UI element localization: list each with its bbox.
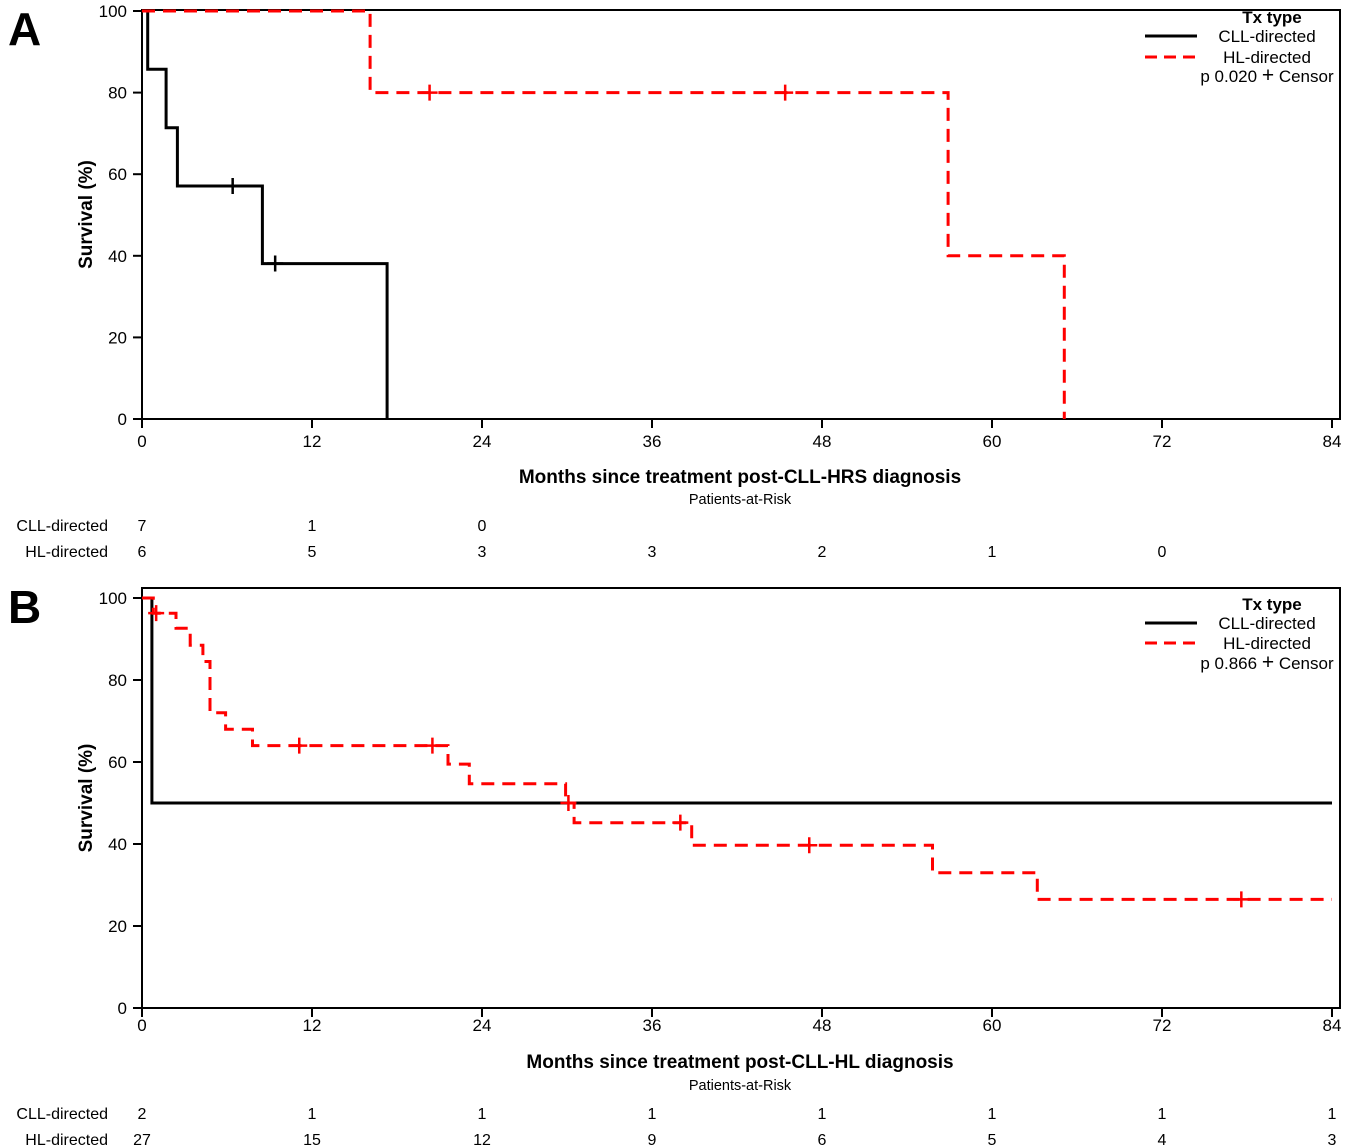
risk-count: 1 (1158, 1106, 1167, 1123)
y-tick-label: 40 (108, 835, 127, 854)
censor-mark-hl-directed (148, 605, 165, 622)
risk-count: 2 (138, 1106, 147, 1123)
legend-entry-label: HL-directed (1223, 634, 1311, 653)
risk-count: 9 (648, 1132, 657, 1146)
censor-mark-cll-directed (224, 178, 241, 195)
y-axis-title: Survival (%) (76, 744, 97, 853)
x-tick-label: 12 (303, 432, 322, 451)
x-tick-label: 72 (1153, 432, 1172, 451)
risk-count: 1 (818, 1106, 827, 1123)
survival-curve-hl-directed (142, 9, 1066, 419)
x-tick-label: 48 (813, 1016, 832, 1035)
x-tick-label: 0 (137, 1016, 146, 1035)
x-tick-label: 60 (983, 432, 1002, 451)
risk-count: 7 (138, 518, 147, 535)
risk-count: 4 (1158, 1132, 1167, 1146)
risk-count: 27 (133, 1132, 151, 1146)
risk-count: 12 (473, 1132, 491, 1146)
risk-count: 1 (308, 518, 317, 535)
y-tick-label: 20 (108, 328, 127, 347)
risk-row-label: CLL-directed (16, 518, 108, 535)
risk-row-label: HL-directed (25, 544, 108, 561)
legend-entry-label: HL-directed (1223, 48, 1311, 67)
y-axis-title: Survival (%) (76, 160, 97, 269)
risk-count: 3 (478, 544, 487, 561)
risk-count: 3 (648, 544, 657, 561)
panel-b-label: B (8, 581, 42, 633)
patients-at-risk-title: Patients-at-Risk (689, 492, 792, 508)
legend-p-censor: p 0.866 + Censor (1200, 651, 1334, 674)
survival-curve-cll-directed (142, 9, 389, 419)
censor-mark-hl-directed (777, 84, 794, 101)
x-tick-label: 72 (1153, 1016, 1172, 1035)
risk-count: 1 (478, 1106, 487, 1123)
x-tick-label: 24 (473, 1016, 492, 1035)
legend-entry-label: CLL-directed (1218, 614, 1315, 633)
risk-count: 0 (1158, 544, 1167, 561)
x-axis-title: Months since treatment post-CLL-HRS diag… (519, 467, 961, 488)
x-tick-label: 12 (303, 1016, 322, 1035)
risk-count: 1 (308, 1106, 317, 1123)
x-tick-label: 48 (813, 432, 832, 451)
patients-at-risk-title: Patients-at-Risk (689, 1078, 792, 1094)
panel-a-label: A (8, 3, 42, 55)
legend-p-censor: p 0.020 + Censor (1200, 64, 1334, 87)
y-tick-label: 0 (118, 410, 127, 429)
risk-count: 3 (1328, 1132, 1337, 1146)
censor-mark-hl-directed (421, 84, 438, 101)
censor-mark-cll-directed (267, 255, 284, 272)
x-tick-label: 84 (1323, 1016, 1342, 1035)
risk-row-label: HL-directed (25, 1132, 108, 1146)
y-tick-label: 100 (99, 589, 127, 608)
censor-mark-hl-directed (560, 795, 577, 811)
censor-mark-hl-directed (291, 737, 308, 754)
risk-count: 2 (818, 544, 827, 561)
survival-curve-cll-directed (142, 596, 1332, 805)
risk-count: 6 (818, 1132, 827, 1146)
x-tick-label: 36 (643, 1016, 662, 1035)
legend-title: Tx type (1242, 8, 1302, 27)
plot-frame (141, 9, 1341, 420)
y-tick-label: 0 (118, 999, 127, 1018)
risk-row-label: CLL-directed (16, 1106, 108, 1123)
risk-count: 15 (303, 1132, 321, 1146)
risk-count: 1 (988, 1106, 997, 1123)
y-tick-label: 80 (108, 671, 127, 690)
x-tick-label: 60 (983, 1016, 1002, 1035)
y-tick-label: 60 (108, 753, 127, 772)
censor-mark-hl-directed (801, 837, 818, 854)
y-tick-label: 100 (99, 2, 127, 21)
y-tick-label: 40 (108, 247, 127, 266)
y-tick-label: 80 (108, 84, 127, 103)
risk-count: 0 (478, 518, 487, 535)
censor-mark-hl-directed (424, 737, 441, 754)
censor-mark-hl-directed (1233, 891, 1250, 908)
x-tick-label: 0 (137, 432, 146, 451)
risk-count: 5 (988, 1132, 997, 1146)
risk-count: 5 (308, 544, 317, 561)
risk-count: 6 (138, 544, 147, 561)
risk-count: 1 (648, 1106, 657, 1123)
x-tick-label: 24 (473, 432, 492, 451)
x-tick-label: 84 (1323, 432, 1342, 451)
risk-count: 1 (1328, 1106, 1337, 1123)
x-axis-title: Months since treatment post-CLL-HL diagn… (526, 1052, 953, 1073)
y-tick-label: 20 (108, 917, 127, 936)
plot-frame (141, 587, 1341, 1009)
y-tick-label: 60 (108, 165, 127, 184)
legend-entry-label: CLL-directed (1218, 27, 1315, 46)
x-tick-label: 36 (643, 432, 662, 451)
legend-title: Tx type (1242, 595, 1302, 614)
censor-mark-hl-directed (672, 814, 689, 831)
risk-count: 1 (988, 544, 997, 561)
